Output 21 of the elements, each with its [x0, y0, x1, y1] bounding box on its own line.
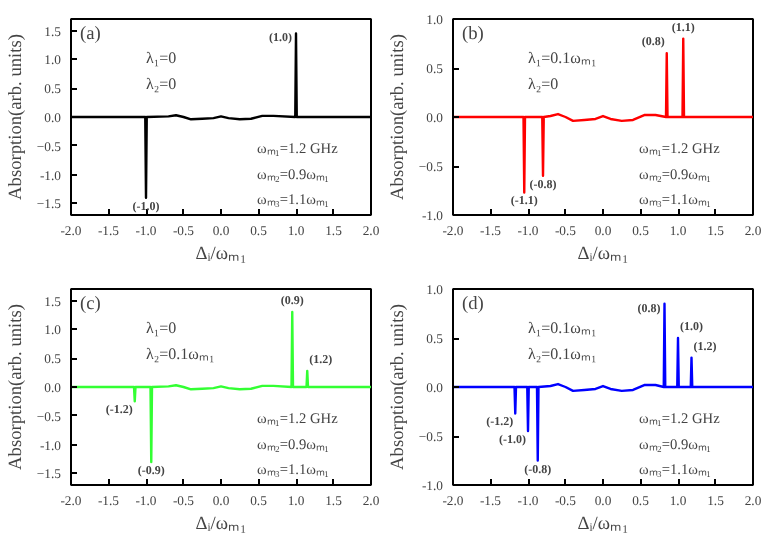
- y-axis-title: Absorption(arb. units): [6, 34, 27, 200]
- line-series: [71, 310, 371, 464]
- x-axis-title: Δᵢ/ωₘ₁: [195, 245, 247, 265]
- annotation: λ₁=0.1ωₘ₁: [528, 49, 597, 68]
- annotation: λ₁=0.1ωₘ₁: [528, 319, 597, 338]
- y-axis-title: Absorption(arb. units): [388, 304, 409, 470]
- annotation: λ₂=0.1ωₘ₁: [146, 344, 215, 363]
- y-axis-title: Absorption(arb. units): [6, 304, 27, 470]
- chart-title: (c): [80, 294, 101, 315]
- annotation: λ₂=0: [528, 74, 559, 93]
- x-axis-title: Δᵢ/ωₘ₁: [195, 515, 247, 535]
- chart-title: (a): [80, 24, 101, 45]
- x-axis-title: Δᵢ/ωₘ₁: [577, 515, 629, 535]
- chart-title: (d): [462, 294, 484, 315]
- annotation: λ₁=0: [146, 49, 177, 68]
- annotation: λ₂=0.1ωₘ₁: [528, 344, 597, 363]
- y-axis-title: Absorption(arb. units): [388, 34, 409, 200]
- annotation: λ₁=0: [146, 319, 177, 338]
- annotation: λ₂=0: [146, 74, 177, 93]
- chart-title: (b): [462, 24, 484, 45]
- x-axis-title: Δᵢ/ωₘ₁: [577, 245, 629, 265]
